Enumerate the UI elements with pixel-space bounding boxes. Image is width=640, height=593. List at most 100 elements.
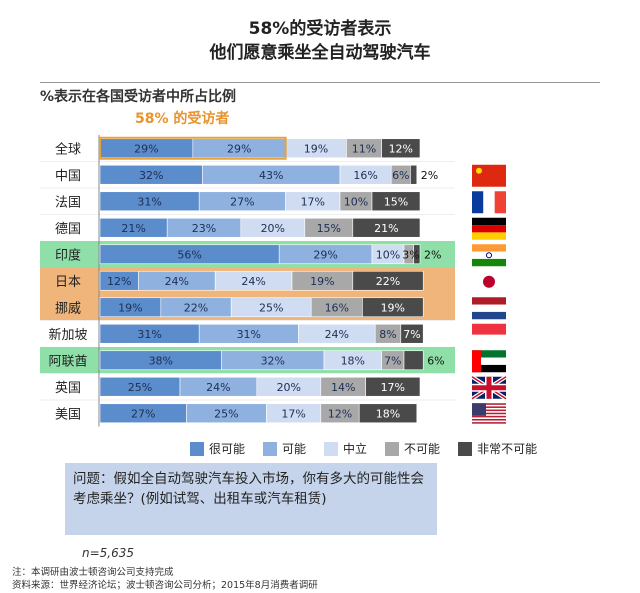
data-label: 19% xyxy=(381,301,405,314)
india-flag-icon xyxy=(472,244,506,267)
france-flag-icon xyxy=(472,191,506,214)
data-label: 17% xyxy=(281,407,305,420)
data-label: 29% xyxy=(134,142,158,155)
data-label: 14% xyxy=(331,381,355,394)
data-label: 25% xyxy=(259,301,283,314)
data-label: 29% xyxy=(313,248,337,261)
category-label: 新加坡 xyxy=(48,327,87,343)
data-label: 16% xyxy=(325,301,349,314)
data-label: 8% xyxy=(379,328,396,341)
data-label: 31% xyxy=(237,328,261,341)
category-label: 日本 xyxy=(55,275,81,290)
data-label: 22% xyxy=(376,275,400,288)
data-label: 18% xyxy=(376,407,400,420)
bar-segment xyxy=(410,164,418,185)
data-label: 27% xyxy=(131,407,155,420)
bar-segment xyxy=(400,323,424,344)
data-label: 25% xyxy=(128,381,152,394)
bar-segment xyxy=(365,376,421,397)
legend-label: 很可能 xyxy=(209,442,246,456)
title-line-1: 58%的受访者表示 xyxy=(248,19,392,39)
footnote: 注：本调研由波士顿咨询公司支持完成 xyxy=(12,567,174,578)
data-label: 23% xyxy=(192,222,216,235)
legend-swatch xyxy=(324,441,339,456)
legend-swatch xyxy=(190,441,204,456)
legend-swatch xyxy=(458,441,473,456)
data-label: 17% xyxy=(301,195,325,208)
legend-label: 不可能 xyxy=(404,442,441,456)
data-label: 7% xyxy=(384,354,401,367)
data-label: 20% xyxy=(261,222,285,235)
data-label: 12% xyxy=(328,407,352,420)
data-label: 20% xyxy=(277,381,301,394)
data-label: 24% xyxy=(165,275,189,288)
data-label: 25% xyxy=(214,407,238,420)
usa-flag-icon xyxy=(472,403,506,426)
data-label: 32% xyxy=(139,169,163,182)
category-label: 英国 xyxy=(55,381,81,396)
category-label: 全球 xyxy=(55,141,81,157)
category-label: 挪威 xyxy=(55,301,81,316)
germany-flag-icon xyxy=(472,217,506,240)
legend-item: 非常不可能 xyxy=(458,440,537,457)
japan-flag-icon xyxy=(472,270,506,293)
bar-segment xyxy=(403,350,424,371)
legend: 很可能 可能 中立 不可能 非常不可能 xyxy=(190,440,537,457)
data-label: 21% xyxy=(374,222,398,235)
source-note: 资料来源：世界经济论坛；波士顿咨询公司分析；2015年8月消费者调研 xyxy=(12,580,318,591)
bar-segment xyxy=(352,217,421,238)
data-label: 19% xyxy=(118,301,142,314)
data-label: 7% xyxy=(403,328,420,341)
category-label: 美国 xyxy=(55,407,81,422)
category-label: 德国 xyxy=(55,222,81,237)
category-label: 阿联酋 xyxy=(48,353,87,369)
title-line-2: 他们愿意乘坐全自动驾驶汽车 xyxy=(209,43,431,63)
data-label: 12% xyxy=(107,275,131,288)
legend-label: 中立 xyxy=(343,442,368,456)
bar-segment xyxy=(371,191,421,212)
data-label: 19% xyxy=(310,275,334,288)
callout-label: 58% 的受访者 xyxy=(135,111,230,127)
data-label: 17% xyxy=(381,381,405,394)
singapore-flag-icon xyxy=(472,323,506,346)
data-label: 24% xyxy=(206,381,230,394)
legend-label: 非常不可能 xyxy=(477,442,538,456)
data-label: 29% xyxy=(227,142,251,155)
bar-segment xyxy=(352,270,424,291)
legend-item: 可能 xyxy=(263,440,306,457)
legend-item: 很可能 xyxy=(190,440,245,457)
callout-outline xyxy=(99,136,287,160)
uae-flag-icon xyxy=(472,350,506,373)
data-label: 15% xyxy=(384,195,408,208)
data-label: 2% xyxy=(424,248,441,261)
data-label: 27% xyxy=(230,195,254,208)
data-label: 16% xyxy=(353,169,377,182)
stacked-bar-chart: 全球 29% 29% 19% 11% 12% 中国 32% 43% 16% 6% 2% 法国 31% 27%… xyxy=(40,135,508,427)
data-label: 18% xyxy=(341,354,365,367)
data-label: 32% xyxy=(261,354,285,367)
chart-subtitle: %表示在各国受访者中所占比例 xyxy=(40,89,237,105)
data-label: 31% xyxy=(137,328,161,341)
data-label: 3% xyxy=(402,248,419,261)
data-label: 6% xyxy=(392,169,409,182)
data-label: 31% xyxy=(137,195,161,208)
divider xyxy=(40,82,600,83)
category-label: 印度 xyxy=(55,247,81,263)
legend-swatch xyxy=(385,441,400,456)
data-label: 11% xyxy=(352,142,376,155)
data-label: 2% xyxy=(421,169,438,182)
bar-segment xyxy=(362,297,424,318)
data-label: 6% xyxy=(427,354,444,367)
question-box: 问题：假如全自动驾驶汽车投入市场，你有多大的可能性会考虑乘坐？(例如试驾、出租车… xyxy=(65,463,437,535)
legend-item: 中立 xyxy=(324,440,367,457)
category-label: 中国 xyxy=(55,169,81,184)
data-label: 22% xyxy=(184,301,208,314)
bar-segment xyxy=(413,244,421,265)
data-label: 10% xyxy=(344,195,368,208)
sample-size: n=5,635 xyxy=(82,546,135,560)
bar-segment xyxy=(381,138,421,159)
category-label: 法国 xyxy=(55,195,81,210)
legend-label: 可能 xyxy=(282,442,307,456)
data-label: 10% xyxy=(376,248,400,261)
data-label: 24% xyxy=(325,328,349,341)
